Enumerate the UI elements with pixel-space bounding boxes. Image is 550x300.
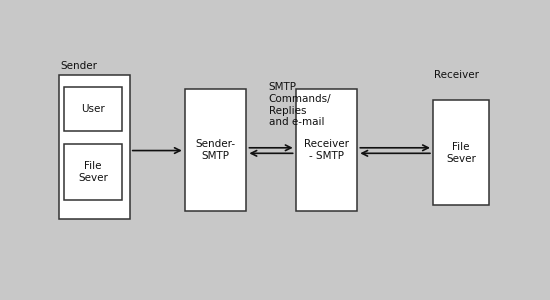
Bar xyxy=(64,145,122,200)
Bar xyxy=(185,89,246,211)
Bar xyxy=(58,76,130,219)
Text: File
Sever: File Sever xyxy=(78,161,108,183)
Text: Sender: Sender xyxy=(60,61,97,71)
Bar xyxy=(296,89,357,211)
Text: Receiver: Receiver xyxy=(434,70,480,80)
Text: User: User xyxy=(81,103,104,114)
Text: SMTP
Commands/
Replies
and e-mail: SMTP Commands/ Replies and e-mail xyxy=(268,82,331,127)
Bar xyxy=(64,86,122,131)
Text: File
Sever: File Sever xyxy=(446,142,476,164)
Text: Receiver
- SMTP: Receiver - SMTP xyxy=(304,139,349,161)
Text: Sender-
SMTP: Sender- SMTP xyxy=(196,139,235,161)
Bar xyxy=(433,100,489,205)
